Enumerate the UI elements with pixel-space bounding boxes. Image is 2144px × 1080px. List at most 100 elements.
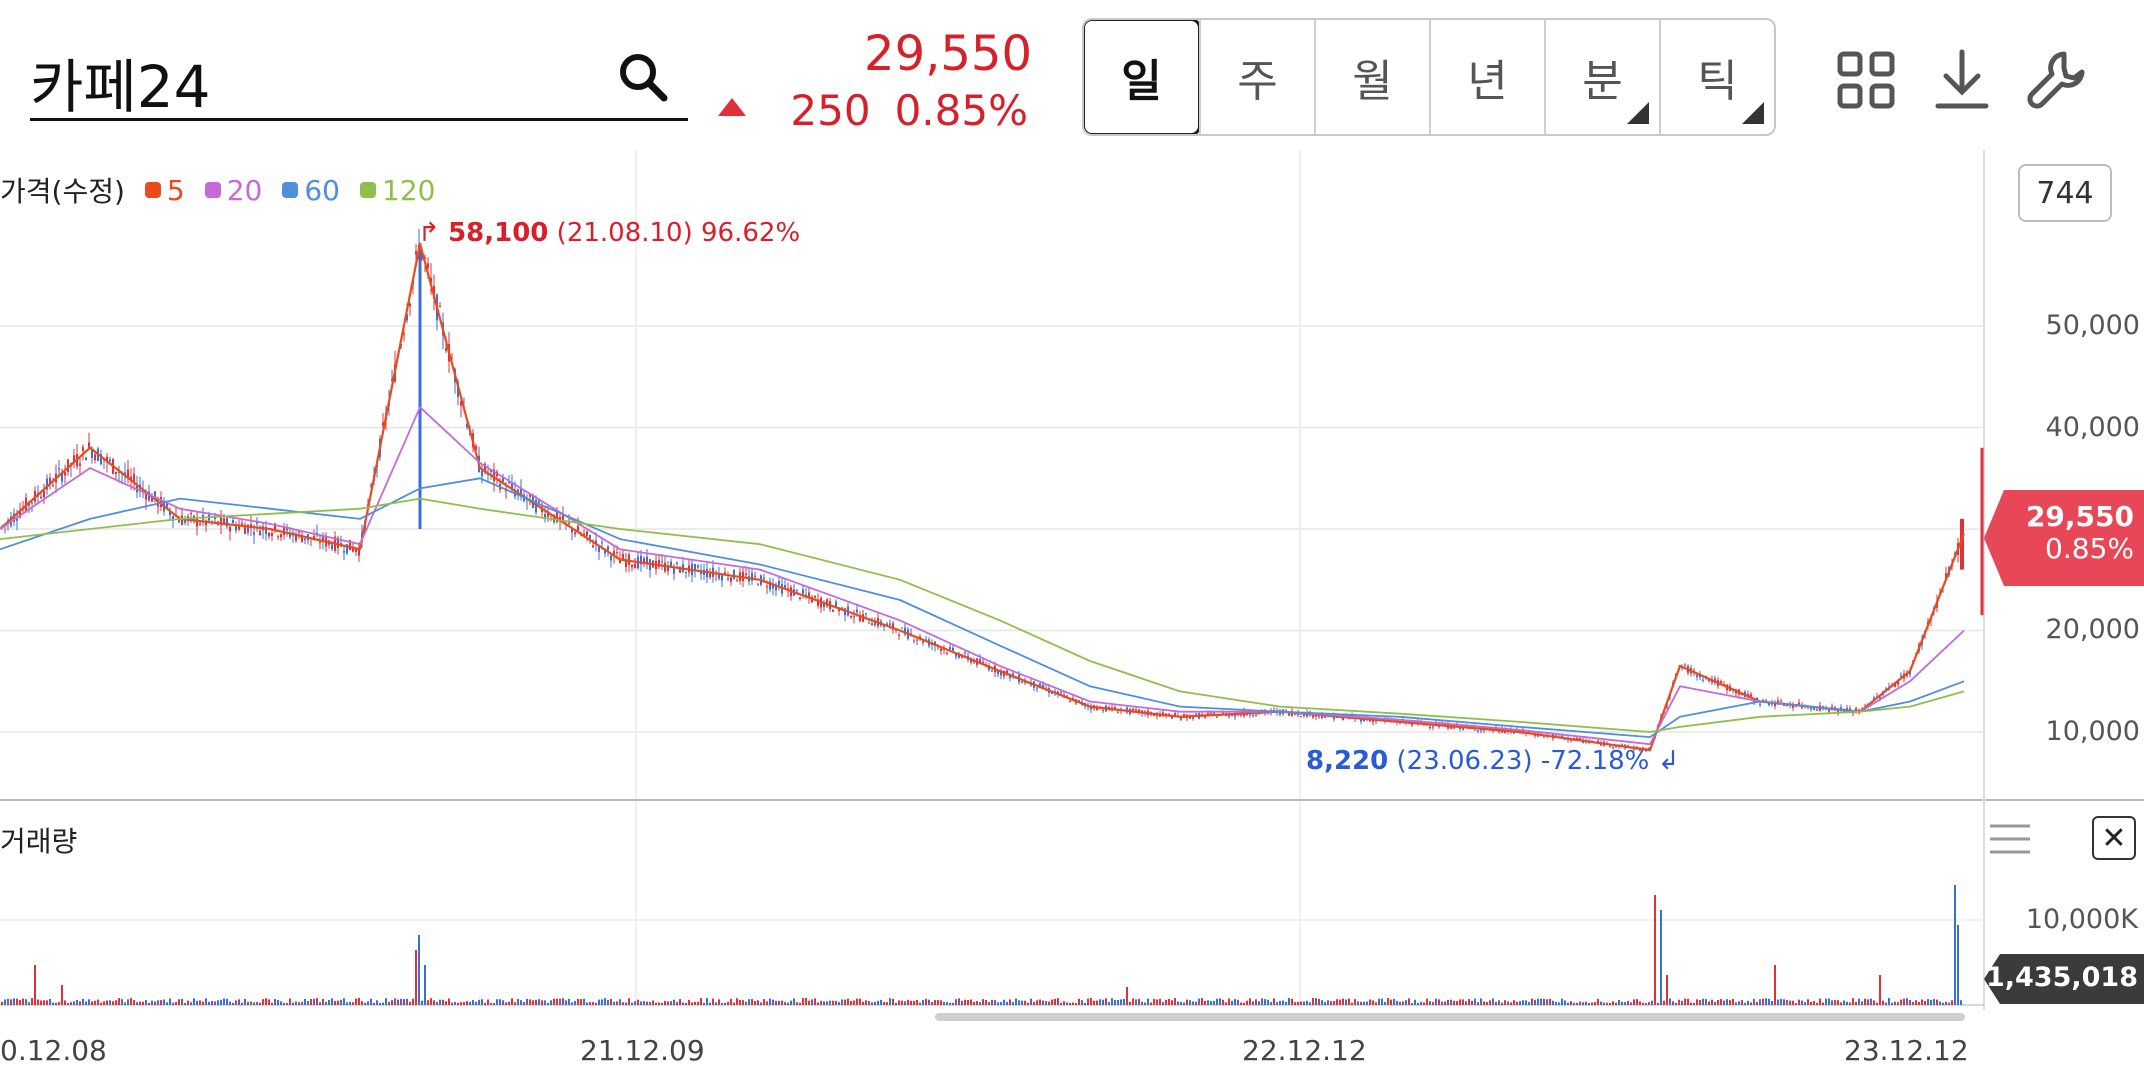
legend-item-ma20[interactable]: 20 [204,174,262,207]
volume-bar [1237,999,1239,1005]
candle-body [49,478,51,485]
candle-body [1066,695,1068,697]
volume-bar [553,998,555,1005]
volume-bar [1216,998,1218,1005]
volume-bar [1327,1000,1329,1005]
candle-body [1252,715,1254,717]
volume-bar [559,998,561,1005]
volume-bar [1591,1002,1593,1005]
volume-bar [1933,999,1935,1005]
volume-bar [163,999,165,1005]
candle-body [970,659,972,663]
volume-bar [1429,1001,1431,1005]
volume-bar [1858,998,1860,1005]
volume-bar [313,998,315,1005]
volume-bar [1822,1002,1824,1005]
volume-bar [1345,999,1347,1005]
download-icon[interactable] [1930,48,1994,112]
volume-bar [760,1002,762,1005]
volume-bar [280,1001,282,1005]
candle-body [544,514,546,518]
volume-bar [1162,1002,1164,1005]
volume-bar [808,1000,810,1005]
candle-body [331,544,333,549]
volume-bar [1168,999,1170,1005]
candle-body [1312,714,1314,718]
volume-bar [1909,1000,1911,1005]
volume-bar [1501,1002,1503,1005]
close-icon[interactable]: ✕ [2092,816,2136,860]
candle-body [148,491,150,501]
volume-bar [1123,998,1125,1005]
volume-bar [703,1002,705,1005]
volume-bar [691,1002,693,1005]
candle-body [1816,709,1818,711]
volume-bar [1759,999,1761,1005]
candle-body [403,333,405,335]
volume-bar [565,1000,567,1005]
tab-week[interactable]: 주 [1199,20,1314,134]
candle-body [1765,699,1767,701]
tab-year[interactable]: 년 [1429,20,1544,134]
volume-bar [1381,998,1383,1005]
candle-body [1096,707,1098,711]
volume-bar [655,1002,657,1005]
candle-body [1597,740,1599,742]
price-change-value: 250 [790,86,871,135]
volume-bar [247,1001,249,1005]
candle-body [1006,670,1008,673]
volume-bar [1954,885,1956,1005]
tab-day[interactable]: 일 [1084,20,1201,134]
search-icon[interactable] [614,48,674,108]
candle-body [1432,726,1434,728]
volume-bar [1177,1001,1179,1005]
volume-bar [1204,1001,1206,1005]
legend-item-ma5[interactable]: 5 [144,174,185,207]
volume-bar [124,1002,126,1005]
candle-body [724,572,726,574]
volume-bar [697,1001,699,1005]
volume-bar [397,999,399,1005]
volume-bar [1945,1001,1947,1005]
legend-item-ma60[interactable]: 60 [282,174,340,207]
volume-bar [376,1000,378,1005]
candle-body [535,499,537,513]
stock-chart[interactable] [0,150,2144,1080]
tab-tick[interactable]: 틱 [1659,20,1774,134]
candle-body [1579,738,1581,740]
volume-bar [1066,1002,1068,1005]
volume-bar [1528,1002,1530,1005]
volume-bar [619,999,621,1005]
x-axis-label: 21.12.09 [580,1034,705,1067]
volume-bars [1,885,1962,1005]
volume-bar [1567,1002,1569,1005]
hamburger-menu-icon[interactable] [1990,822,2030,856]
candle-body [850,616,852,618]
volume-bar [1813,1001,1815,1005]
candle-body [1702,679,1704,681]
volume-bar [325,1002,327,1005]
candle-count-box[interactable]: 744 [2018,164,2112,222]
legend-item-ma120[interactable]: 120 [360,174,435,207]
tab-month[interactable]: 월 [1314,20,1429,134]
volume-bar [598,999,600,1005]
volume-bar [1138,998,1140,1005]
wrench-icon[interactable] [2024,48,2088,112]
volume-bar [28,1002,30,1005]
candle-body [604,550,606,554]
candle-body [154,491,156,499]
stock-search-input[interactable]: 카페24 [30,53,211,121]
candle-body [295,534,297,541]
volume-bar [1351,1002,1353,1005]
tab-minute[interactable]: 분 [1544,20,1659,134]
volume-bar [1108,1002,1110,1005]
candle-body [1897,680,1899,685]
candle-body [1132,708,1134,711]
grid-icon[interactable] [1834,48,1898,112]
volume-bar [85,1001,87,1005]
volume-bar [1363,1001,1365,1005]
volume-bar [178,999,180,1005]
volume-bar [859,998,861,1005]
volume-bar [1090,998,1092,1005]
candle-body [502,476,504,482]
